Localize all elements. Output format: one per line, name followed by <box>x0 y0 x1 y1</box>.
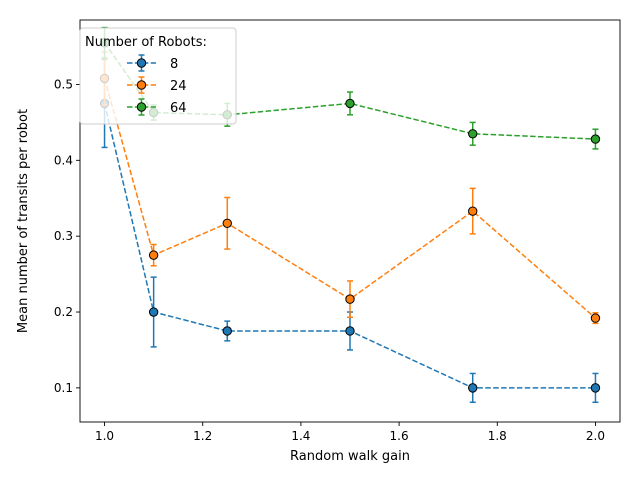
data-point <box>222 218 232 228</box>
data-point <box>345 326 355 336</box>
data-point <box>590 313 601 323</box>
x-axis-title: Random walk gain <box>290 449 410 464</box>
data-point <box>468 383 478 393</box>
y-axis: 0.1 0.2 0.3 0.4 0.5 <box>54 77 80 395</box>
x-tick-label: 2.0 <box>586 429 605 443</box>
y-tick-label: 0.5 <box>54 77 73 91</box>
x-tick-label: 1.4 <box>291 429 310 443</box>
legend-label: 8 <box>170 57 178 72</box>
data-point <box>345 98 355 109</box>
data-point <box>590 134 601 144</box>
x-tick-label: 1.2 <box>193 429 212 443</box>
series-line <box>103 42 596 140</box>
y-axis-title: Mean number of transits per robot <box>16 109 31 333</box>
legend-box <box>79 27 237 125</box>
legend-entries: 8 24 64 <box>127 54 187 116</box>
y-tick-label: 0.2 <box>54 305 73 319</box>
data-point <box>468 129 478 139</box>
x-axis: 1.0 1.2 1.4 1.6 1.8 2.0 <box>95 422 605 443</box>
data-point <box>345 294 355 304</box>
series-line <box>103 103 596 389</box>
data-point <box>148 250 159 260</box>
y-tick-label: 0.4 <box>54 153 73 167</box>
legend-label: 24 <box>170 79 187 94</box>
data-point <box>222 326 232 336</box>
legend-label: 64 <box>170 101 187 116</box>
legend: Number of Robots: 8 24 64 <box>79 27 237 125</box>
legend-title: Number of Robots: <box>85 35 207 50</box>
x-tick-label: 1.0 <box>95 429 114 443</box>
y-tick-label: 0.3 <box>54 229 73 243</box>
legend-entry: 64 <box>127 98 187 116</box>
data-point <box>468 206 478 216</box>
legend-marker <box>136 58 147 68</box>
data-point <box>590 383 601 393</box>
x-tick-label: 1.6 <box>390 429 409 443</box>
x-tick-label: 1.8 <box>488 429 507 443</box>
legend-entry: 24 <box>127 76 187 94</box>
data-point <box>148 307 159 317</box>
legend-marker <box>136 102 147 112</box>
y-tick-label: 0.1 <box>54 381 73 395</box>
axes-frame <box>79 19 621 423</box>
legend-marker <box>136 80 147 90</box>
series-line <box>103 78 596 319</box>
legend-entry: 8 <box>127 54 178 72</box>
